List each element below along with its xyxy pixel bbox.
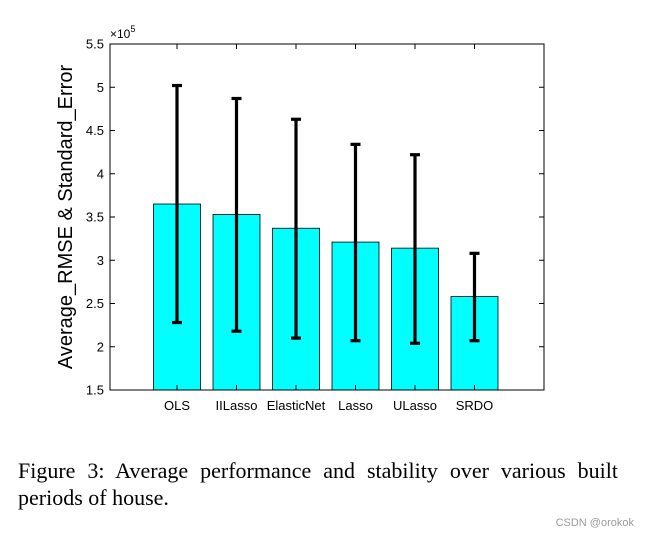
bars-layer xyxy=(153,203,499,391)
y-tick-label: 5.5 xyxy=(86,37,104,52)
x-tick-label: ULasso xyxy=(393,398,437,413)
x-tick-label: IILasso xyxy=(216,398,258,413)
y-tick-label: 3.5 xyxy=(86,210,104,225)
x-tick-label: SRDO xyxy=(456,398,494,413)
y-axis-label: Average_RMSE & Standard_Error xyxy=(55,65,77,370)
y-tick-label: 2.5 xyxy=(86,296,104,311)
y-tick-label: 5 xyxy=(97,80,104,95)
errorbars-layer xyxy=(172,83,480,345)
x-tick-label: Lasso xyxy=(338,398,373,413)
x-axis-ticks: OLS IILasso ElasticNet Lasso ULasso SRDO xyxy=(164,44,493,413)
bar-chart: 1.5 2 2.5 3 3.5 4 4.5 5 5.5 OLS IILasso ElasticNet… xyxy=(55,24,545,413)
watermark: CSDN @orokok xyxy=(555,517,634,529)
y-tick-label: 4.5 xyxy=(86,123,104,138)
y-axis-ticks: 1.5 2 2.5 3 3.5 4 4.5 5 5.5 xyxy=(86,37,544,398)
y-tick-label: 3 xyxy=(97,253,104,268)
x-tick-label: ElasticNet xyxy=(267,398,326,413)
y-tick-label: 2 xyxy=(97,339,104,354)
x-tick-label: OLS xyxy=(164,398,190,413)
y-axis-exponent: ×105 xyxy=(110,24,135,41)
figure-caption: Figure 3: Average performance and stabil… xyxy=(18,458,618,510)
y-tick-label: 1.5 xyxy=(86,383,104,398)
y-tick-label: 4 xyxy=(97,166,104,181)
